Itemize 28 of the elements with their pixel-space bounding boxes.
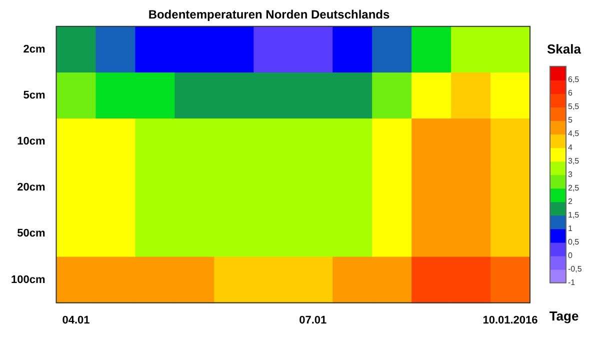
color-bar-label: 0,5	[568, 237, 580, 246]
x-tick-label: 10.01.2016	[482, 314, 538, 326]
y-tick-label: 50cm	[17, 228, 46, 240]
color-bar-label: 4	[568, 142, 573, 152]
x-axis-title: Tage	[549, 308, 579, 324]
y-tick-label: 5cm	[23, 90, 46, 102]
color-bar-label: -0,5	[568, 264, 582, 274]
color-bar-label: 2,5	[568, 183, 580, 192]
color-bar-label: 0	[568, 250, 573, 260]
x-tick-label: 07.01	[299, 314, 327, 326]
x-tick-label: 04.01	[62, 314, 90, 326]
chart-title: Bodentemperaturen Norden Deutschlands	[148, 8, 390, 22]
color-bar-label: 6	[568, 88, 573, 98]
color-bar-label: 5	[568, 116, 573, 125]
y-tick-label: 2cm	[23, 43, 46, 56]
color-bar-title: Skala	[547, 41, 582, 56]
color-bar-label: 4,5	[568, 129, 580, 138]
color-bar-label: -1	[568, 278, 576, 288]
color-bar-label: 3,5	[568, 156, 580, 166]
color-bar-label: 3	[568, 170, 573, 179]
color-bar-label: 1	[568, 224, 573, 233]
color-bar-label: 5,5	[568, 102, 580, 112]
color-bar-label: 2	[568, 196, 573, 206]
y-tick-label: 20cm	[17, 182, 46, 194]
y-tick-label: 100cm	[10, 274, 46, 286]
y-tick-label: 10cm	[17, 136, 46, 148]
color-bar-label: 1,5	[568, 210, 580, 220]
color-bar-label: 6,5	[568, 75, 580, 84]
